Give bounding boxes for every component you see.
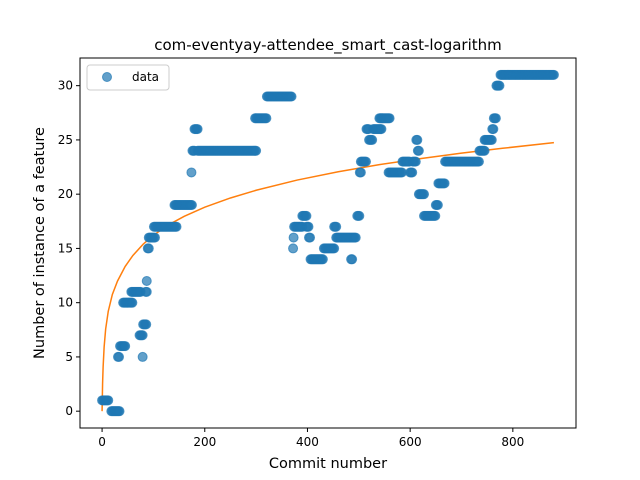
data-point — [432, 200, 443, 211]
data-point — [171, 221, 182, 232]
y-tick-label: 25 — [58, 133, 73, 147]
legend-box — [86, 64, 170, 91]
data-point — [376, 124, 387, 135]
x-tick-label: 200 — [193, 435, 216, 449]
x-tick-label: 400 — [296, 435, 319, 449]
data-point — [355, 167, 366, 178]
data-point — [347, 254, 358, 265]
y-tick-label: 0 — [65, 404, 73, 418]
plot-area — [80, 58, 576, 428]
data-point — [103, 395, 114, 406]
data-point — [251, 145, 262, 156]
data-point — [354, 210, 365, 221]
data-point — [407, 167, 418, 178]
x-axis-label: Commit number — [269, 456, 387, 472]
data-point — [419, 189, 430, 200]
data-point — [384, 113, 395, 124]
x-tick-label: 0 — [98, 435, 106, 449]
data-point — [137, 351, 148, 362]
x-tick-label: 600 — [399, 435, 422, 449]
plot-frame — [79, 57, 577, 429]
data-point — [288, 243, 299, 254]
data-point — [114, 351, 125, 362]
data-point — [486, 134, 497, 145]
data-point — [261, 113, 272, 124]
x-axis-ticks: 0 200 400 600 800 — [98, 428, 524, 449]
y-tick-label: 30 — [58, 79, 73, 93]
data-point — [396, 167, 407, 178]
y-tick-label: 10 — [58, 296, 73, 310]
data-point — [141, 275, 152, 286]
data-point — [548, 69, 559, 80]
data-point — [430, 210, 441, 221]
y-axis-ticks: 0 5 10 15 20 25 30 — [58, 79, 80, 418]
data-point — [367, 134, 378, 145]
data-point — [286, 91, 297, 102]
data-point — [192, 124, 203, 135]
y-tick-label: 15 — [58, 241, 73, 255]
data-point — [317, 254, 328, 265]
data-point — [120, 341, 131, 352]
data-point — [186, 200, 197, 211]
data-point — [141, 286, 152, 297]
y-axis-label: Number of instance of a feature — [32, 127, 48, 359]
y-tick-label: 20 — [58, 187, 73, 201]
data-point — [479, 145, 490, 156]
data-point — [149, 232, 160, 243]
data-point — [490, 113, 501, 124]
data-point — [305, 232, 316, 243]
data-point — [494, 80, 505, 91]
x-tick-label: 800 — [501, 435, 524, 449]
data-point — [143, 243, 154, 254]
data-point — [114, 406, 125, 417]
data-point — [301, 210, 312, 221]
legend-marker — [102, 72, 112, 82]
data-point — [303, 221, 314, 232]
data-point — [331, 221, 342, 232]
legend-label-data: data — [132, 70, 159, 84]
chart-title: com-eventyay-attendee_smart_cast-logarit… — [154, 36, 502, 55]
data-point — [350, 232, 361, 243]
data-point — [329, 243, 340, 254]
legend: data — [86, 64, 170, 91]
data-point — [410, 156, 421, 167]
points-layer — [97, 69, 559, 417]
data-point — [288, 232, 299, 243]
data-point — [141, 319, 152, 330]
data-point — [413, 145, 424, 156]
data-point — [439, 178, 450, 189]
y-tick-label: 5 — [65, 350, 73, 364]
data-point — [186, 167, 197, 178]
data-point — [412, 134, 423, 145]
data-point — [137, 330, 148, 341]
data-point — [488, 124, 499, 135]
data-point — [127, 297, 138, 308]
data-point — [473, 156, 484, 167]
data-point — [361, 156, 371, 167]
